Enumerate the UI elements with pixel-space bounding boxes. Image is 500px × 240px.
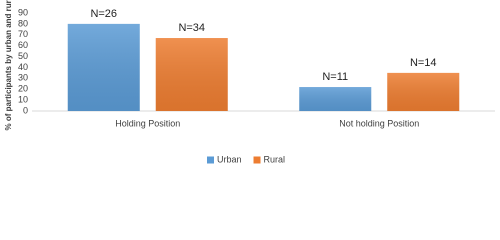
y-tick-label: 60 (18, 40, 28, 50)
y-tick-label: 10 (18, 94, 28, 104)
y-tick-label: 90 (18, 7, 28, 17)
legend-swatch (207, 156, 214, 164)
y-tick-label: 40 (18, 62, 28, 72)
y-tick-label: 50 (18, 51, 28, 61)
legend-label: Urban (217, 154, 242, 164)
x-tick-label: Holding Position (115, 118, 180, 128)
y-axis-label: % of participants by urban and rural (4, 0, 13, 130)
y-tick-label: 80 (18, 18, 28, 28)
bar-shade (155, 38, 228, 111)
legend-swatch (253, 156, 261, 164)
bar-shade (67, 23, 140, 112)
y-tick-label: 70 (18, 29, 28, 39)
data-annotation: N=26 (90, 8, 117, 20)
legend-label: Rural (264, 154, 286, 164)
y-tick-label: 30 (18, 73, 28, 83)
data-annotation: N=14 (410, 57, 437, 69)
bar-shade (387, 72, 460, 111)
x-tick-label: Not holding Position (339, 118, 419, 128)
y-tick-label: 20 (18, 84, 28, 94)
data-annotation: N=11 (322, 71, 348, 83)
bar-shade (299, 87, 372, 111)
y-tick-label: 0 (23, 105, 28, 115)
chart: % of participants by urban and rural 010… (4, 0, 495, 164)
data-annotation: N=34 (178, 22, 205, 34)
